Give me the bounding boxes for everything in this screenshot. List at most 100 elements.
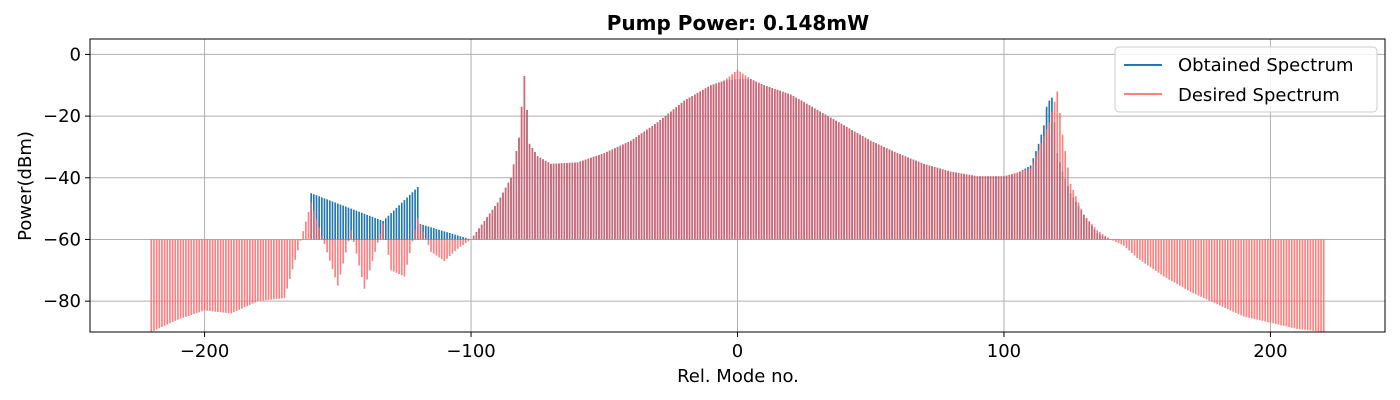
desired-bar (1131, 239, 1133, 254)
desired-bar (246, 239, 249, 307)
desired-bar (1216, 239, 1218, 305)
obtained-bar (414, 189, 416, 240)
desired-bar (797, 99, 800, 240)
desired-bar (592, 156, 595, 240)
desired-bar (1240, 239, 1242, 316)
desired-bar (262, 239, 265, 301)
desired-bar (185, 239, 187, 317)
desired-bar (917, 161, 920, 240)
desired-bar (584, 159, 587, 240)
desired-bar (456, 239, 459, 249)
desired-bar (155, 239, 158, 330)
desired-bar (550, 163, 552, 240)
desired-bar (1304, 239, 1306, 330)
desired-bar (635, 137, 638, 240)
desired-bar (662, 117, 664, 240)
desired-bar (1040, 143, 1043, 240)
desired-bar (1205, 239, 1208, 300)
desired-bar (320, 235, 323, 240)
desired-bar (731, 74, 733, 240)
desired-bar (1075, 196, 1077, 240)
desired-bar (225, 239, 227, 313)
desired-bar (499, 197, 502, 240)
desired-bar (1128, 239, 1131, 251)
desired-bar (1317, 239, 1320, 332)
desired-bar (984, 176, 987, 240)
desired-bar (627, 142, 630, 240)
desired-bar (1013, 173, 1016, 240)
obtained-bar (443, 231, 446, 240)
desired-bar (1213, 239, 1216, 303)
desired-bar (563, 163, 566, 240)
desired-bar (1088, 220, 1091, 240)
desired-bar (947, 170, 949, 240)
desired-bar (443, 239, 446, 262)
desired-bar (781, 91, 784, 240)
desired-bar (1312, 239, 1314, 331)
desired-bar (880, 145, 883, 240)
desired-bar (686, 99, 688, 240)
desired-bar (182, 239, 185, 318)
desired-bar (408, 239, 411, 254)
desired-bar (1125, 239, 1128, 249)
desired-bar (640, 133, 643, 240)
desired-bar (1144, 239, 1147, 264)
obtained-bar (376, 218, 379, 240)
desired-bar (539, 157, 542, 240)
obtained-bar (456, 235, 459, 240)
desired-bar (1189, 239, 1192, 292)
desired-bar (933, 166, 936, 240)
obtained-bar (400, 202, 403, 240)
x-tick-label: −200 (180, 341, 229, 362)
obtained-bar (328, 200, 331, 240)
desired-bar (856, 133, 859, 240)
desired-bar (1024, 170, 1027, 240)
desired-bar (294, 239, 296, 260)
desired-bar (318, 227, 320, 240)
desired-bar (1176, 239, 1178, 285)
desired-bar (486, 217, 488, 240)
desired-bar (395, 239, 398, 273)
desired-bar (925, 164, 928, 240)
desired-bar (1019, 171, 1021, 240)
desired-bar (694, 94, 696, 240)
desired-bar (416, 217, 419, 240)
desired-bar (379, 233, 382, 240)
obtained-bar (323, 198, 326, 240)
desired-bar (949, 171, 952, 240)
desired-bar (1085, 217, 1088, 240)
desired-bar (1218, 239, 1221, 306)
desired-bar (1322, 239, 1325, 332)
desired-bar (864, 137, 867, 240)
desired-bar (723, 80, 725, 240)
desired-bar (891, 150, 893, 240)
desired-bar (1245, 239, 1248, 318)
desired-bar (598, 154, 600, 240)
desired-bar (579, 161, 582, 240)
desired-bar (835, 120, 837, 240)
y-tick-label: 0 (70, 44, 81, 65)
obtained-bar (358, 211, 360, 240)
desired-bar (1160, 239, 1162, 275)
desired-bar (462, 239, 464, 246)
desired-bar (1056, 91, 1059, 240)
obtained-bar (371, 216, 374, 240)
desired-bar (752, 80, 755, 240)
desired-bar (1109, 239, 1112, 240)
obtained-bar (352, 209, 355, 240)
desired-bar (1274, 239, 1277, 324)
obtained-bar (467, 238, 470, 240)
desired-bar (432, 239, 435, 254)
desired-bar (1083, 214, 1085, 240)
desired-bar (1115, 239, 1117, 242)
desired-bar (430, 239, 432, 252)
desired-bar (816, 109, 819, 240)
desired-bar (915, 160, 917, 240)
desired-bar (1179, 239, 1181, 286)
desired-bar (510, 177, 512, 240)
desired-bar (331, 239, 334, 270)
obtained-bar (320, 197, 323, 240)
desired-bar (757, 82, 760, 240)
desired-bar (275, 239, 278, 299)
